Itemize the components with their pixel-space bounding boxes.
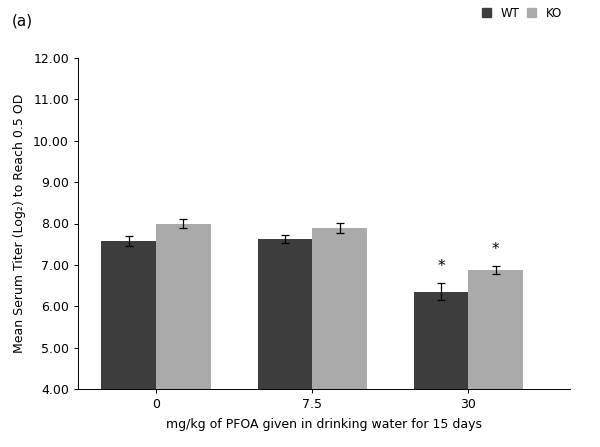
Y-axis label: Mean Serum Titer (Log₂) to Reach 0.5 OD: Mean Serum Titer (Log₂) to Reach 0.5 OD [13,94,26,353]
Bar [469,270,523,447]
Bar [414,292,469,447]
Bar [312,228,367,447]
Text: *: * [437,259,445,274]
Bar [156,224,211,447]
X-axis label: mg/kg of PFOA given in drinking water for 15 days: mg/kg of PFOA given in drinking water fo… [166,418,482,431]
Bar [257,239,312,447]
Bar [101,241,156,447]
Legend: WT, KO: WT, KO [479,4,564,22]
Text: (a): (a) [12,13,33,29]
Text: *: * [492,241,500,257]
